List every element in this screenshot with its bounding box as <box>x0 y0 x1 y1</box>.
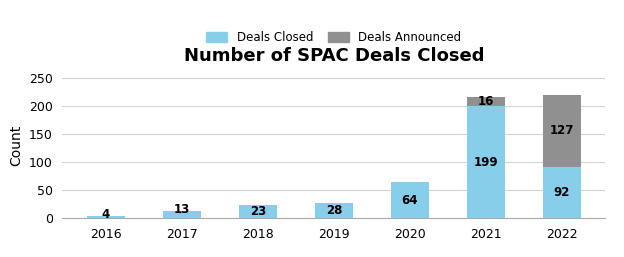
Bar <box>543 167 580 218</box>
Title: Number of SPAC Deals Closed: Number of SPAC Deals Closed <box>183 47 484 65</box>
Y-axis label: Count: Count <box>9 125 23 166</box>
Bar <box>239 206 277 218</box>
Text: 13: 13 <box>174 203 190 216</box>
Bar <box>467 97 505 106</box>
Bar <box>87 216 125 218</box>
Text: 127: 127 <box>550 124 574 137</box>
Text: 16: 16 <box>477 95 494 108</box>
Bar <box>467 106 505 218</box>
Bar <box>543 95 580 167</box>
Bar <box>391 182 429 218</box>
Text: 199: 199 <box>474 156 498 169</box>
Legend: Deals Closed, Deals Announced: Deals Closed, Deals Announced <box>207 31 461 44</box>
Bar <box>163 211 201 218</box>
Text: 92: 92 <box>553 186 570 199</box>
Bar <box>315 203 353 218</box>
Text: 23: 23 <box>250 205 266 218</box>
Text: 4: 4 <box>102 208 110 221</box>
Text: 64: 64 <box>401 194 418 207</box>
Text: 28: 28 <box>326 204 342 217</box>
